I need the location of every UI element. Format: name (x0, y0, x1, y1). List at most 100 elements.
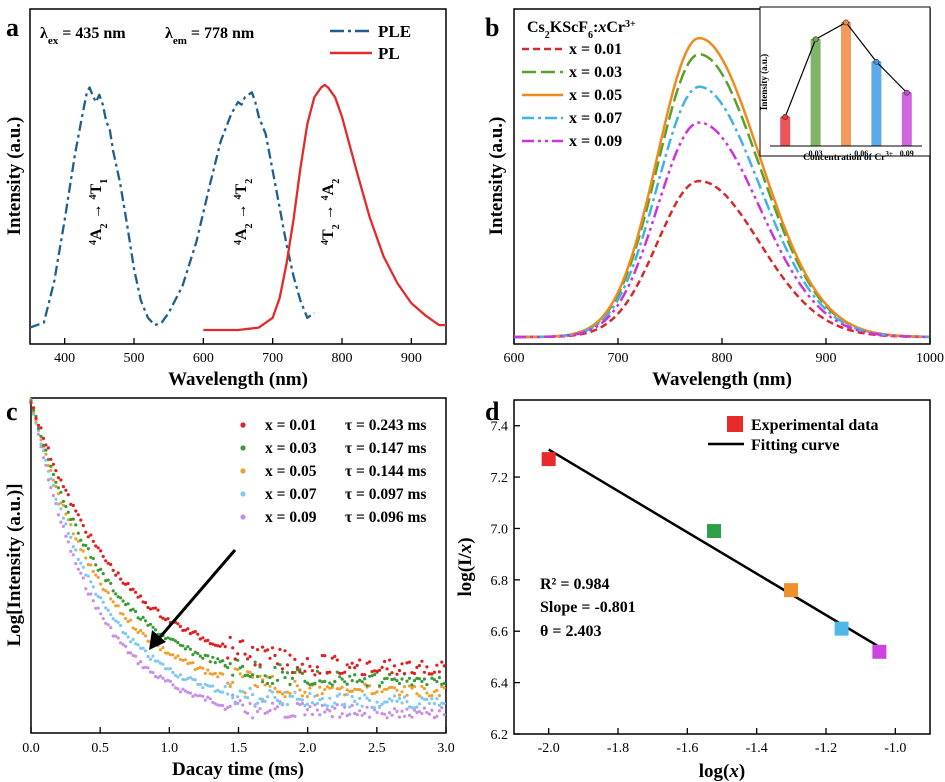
decay-point (251, 693, 255, 697)
decay-point (275, 690, 280, 694)
decay-point (365, 661, 369, 665)
decay-point (191, 653, 195, 657)
decay-point (116, 604, 120, 608)
decay-point (313, 681, 317, 686)
decay-point (201, 636, 205, 640)
decay-point (188, 647, 192, 651)
decay-point (208, 697, 212, 701)
decay-point (109, 581, 113, 586)
decay-point (203, 698, 207, 702)
decay-point (298, 697, 302, 701)
series-line-b (514, 179, 929, 339)
trend-arrow-head (149, 630, 166, 650)
y-tick-label-d: 6.4 (491, 677, 509, 692)
stat-theta: θ = 2.403 (540, 623, 601, 640)
y-axis-title-a: Intensity (a.u.) (4, 117, 25, 236)
decay-point (148, 657, 153, 661)
decay-point (231, 680, 235, 685)
decay-point (246, 711, 250, 716)
decay-point (270, 674, 275, 678)
decay-point (76, 567, 80, 571)
decay-point (440, 684, 444, 689)
decay-point (293, 714, 297, 718)
decay-point (295, 684, 299, 688)
decay-point (96, 546, 100, 550)
trend-arrow-shaft (153, 549, 237, 644)
decay-point (288, 691, 292, 696)
decay-point (417, 702, 421, 706)
decay-point (280, 692, 285, 696)
decay-point (139, 660, 143, 664)
decay-point (146, 666, 150, 670)
decay-point (161, 662, 165, 666)
decay-point (358, 658, 362, 662)
decay-point (263, 683, 267, 687)
decay-point (186, 627, 190, 631)
decay-point (101, 554, 105, 559)
legend-label-experimental: Experimental data (751, 417, 879, 434)
decay-point (345, 663, 349, 667)
decay-point (151, 654, 155, 658)
decay-point (136, 616, 140, 620)
decay-point (378, 705, 382, 710)
x-axis-ticks-c: 0.0 0.5 1.0 1.5 2.0 2.5 3.0 (22, 727, 455, 756)
decay-point (109, 626, 113, 630)
decay-point (129, 651, 133, 655)
decay-point (101, 587, 105, 592)
decay-point (266, 675, 270, 679)
legend-label-b: x = 0.07 (569, 110, 622, 127)
decay-point (432, 670, 436, 674)
decay-point (248, 655, 252, 659)
decay-point (422, 706, 426, 710)
decay-point (61, 485, 65, 489)
decay-point (178, 673, 182, 677)
decay-point (383, 659, 387, 664)
decay-point (171, 683, 175, 687)
decay-point (388, 711, 392, 715)
decay-point (56, 486, 61, 490)
decay-point (46, 464, 51, 468)
decay-point (280, 702, 285, 706)
decay-point (412, 671, 417, 676)
decay-point (36, 432, 41, 436)
decay-point (243, 695, 247, 699)
decay-point (313, 703, 317, 707)
legend-label-ple: PLE (378, 22, 411, 41)
decay-point (325, 685, 329, 689)
decay-point (206, 638, 210, 643)
decay-point (203, 653, 207, 658)
decay-point (285, 663, 290, 667)
decay-point (61, 524, 65, 529)
decay-point (121, 581, 125, 585)
decay-point (263, 711, 267, 716)
decay-point (338, 715, 342, 719)
decay-point (355, 713, 359, 717)
decay-point (330, 685, 334, 690)
decay-point (124, 603, 128, 607)
decay-point (201, 694, 205, 698)
x-tick-label-c: 0.5 (91, 741, 109, 756)
legend-label-pl: PL (378, 44, 400, 63)
decay-point (365, 705, 369, 709)
decay-point (283, 690, 287, 694)
decay-point (99, 596, 103, 600)
decay-point (395, 699, 399, 703)
decay-point (251, 675, 255, 679)
decay-point (368, 684, 372, 688)
decay-point (328, 686, 332, 690)
decay-point (378, 668, 382, 672)
decay-point (290, 694, 295, 699)
decay-point (290, 670, 295, 675)
decay-point (246, 657, 250, 661)
decay-point (338, 692, 342, 696)
decay-point (305, 708, 309, 712)
legend-b: x = 0.01 x = 0.03 x = 0.05 x = 0.07 x = 0.09 (522, 41, 622, 150)
decay-point (335, 687, 339, 691)
inset-bar (780, 116, 791, 146)
decay-point (440, 660, 444, 664)
decay-point (335, 694, 339, 698)
decay-point (378, 684, 382, 688)
plot-frame-d (513, 399, 931, 735)
decay-point (119, 577, 123, 581)
decay-point (390, 713, 394, 717)
